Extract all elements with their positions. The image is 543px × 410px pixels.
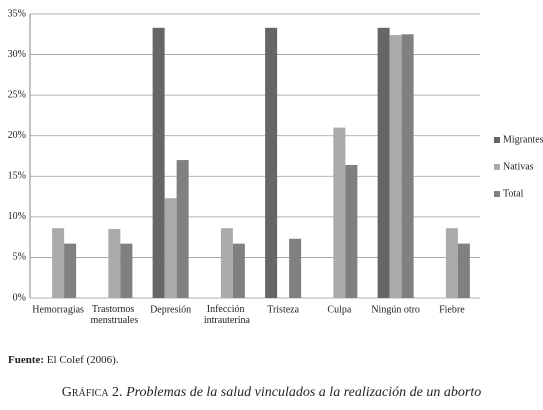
y-tick-label: 25% xyxy=(8,89,26,100)
bar xyxy=(445,228,458,298)
legend-swatch xyxy=(494,191,500,197)
bar xyxy=(377,27,390,299)
bar xyxy=(176,160,189,298)
bar xyxy=(52,228,65,298)
y-tick-label: 5% xyxy=(13,252,26,263)
bar xyxy=(345,164,358,298)
x-tick-label: Culpa xyxy=(327,304,351,315)
source-label: Fuente: xyxy=(8,354,45,366)
y-tick-label: 0% xyxy=(13,292,26,303)
bar xyxy=(120,243,133,298)
x-tick-label: Ningún otro xyxy=(371,304,420,315)
bar xyxy=(64,243,77,298)
x-tick-label: Infección intrauterina xyxy=(204,304,251,326)
caption-text: Problemas de la salud vinculados a la re… xyxy=(126,385,482,400)
legend-label: Nativas xyxy=(503,161,534,172)
legend-label: Total xyxy=(503,188,524,199)
bar xyxy=(164,198,177,298)
bar xyxy=(333,127,346,298)
x-tick-label: Depresión xyxy=(150,304,191,315)
source-text: El Colef (2006). xyxy=(46,354,119,366)
bar xyxy=(289,238,302,298)
bar xyxy=(152,27,165,299)
source: Fuente: El Colef (2006). xyxy=(8,354,119,366)
bar xyxy=(232,243,245,298)
legend-label: Migrantes xyxy=(503,134,543,145)
caption: Gráfica 2. Problemas de la salud vincula… xyxy=(0,385,543,401)
y-tick-label: 30% xyxy=(8,49,26,60)
bar xyxy=(389,35,402,299)
x-tick-label: Tristeza xyxy=(267,304,299,315)
bar xyxy=(108,229,121,298)
y-tick-label: 10% xyxy=(8,211,26,222)
y-tick-label: 15% xyxy=(8,171,26,182)
y-tick-label: 35% xyxy=(8,8,26,19)
x-tick-label: Trastornos menstruales xyxy=(90,304,138,326)
caption-label: Gráfica 2. xyxy=(61,385,123,400)
y-tick-label: 20% xyxy=(8,130,26,141)
bar xyxy=(457,243,470,298)
x-tick-label: Fiebre xyxy=(439,304,465,315)
legend-swatch xyxy=(494,137,500,143)
bar xyxy=(401,34,414,299)
legend-swatch xyxy=(494,164,500,170)
chart: 0% 5% 10% 15% 20% 25% 30% 35% Hemorragias Trastor… xyxy=(8,8,543,326)
bar xyxy=(220,228,233,298)
bar xyxy=(265,27,278,299)
x-tick-label: Hemorragias xyxy=(32,304,84,315)
